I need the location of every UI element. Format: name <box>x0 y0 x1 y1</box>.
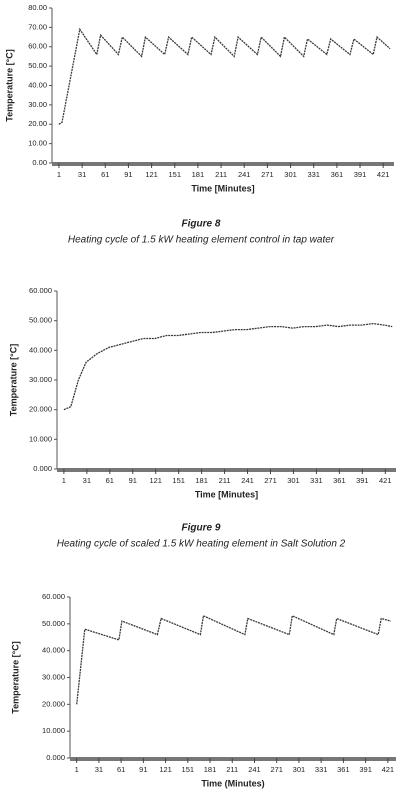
x-tick-label: 331 <box>310 476 323 485</box>
x-tick-label: 391 <box>359 765 372 774</box>
x-tick-label: 361 <box>333 476 346 485</box>
figure-label: Figure 8 <box>182 219 221 230</box>
y-tick-label: 10.000 <box>29 434 52 443</box>
x-tick-label: 331 <box>307 170 320 179</box>
x-axis-title: Time [Minutes] <box>195 489 258 499</box>
y-tick-label: 40.000 <box>29 345 52 354</box>
y-tick-label: 80.00 <box>28 3 47 12</box>
y-tick-label: 30.000 <box>29 375 52 384</box>
x-axis-title: Time [Minutes] <box>191 183 254 193</box>
x-tick-label: 61 <box>101 170 109 179</box>
x-tick-label: 301 <box>284 170 297 179</box>
y-tick-label: 30.00 <box>28 100 47 109</box>
figure-caption: Heating cycle of 1.5 kW heating element … <box>68 235 335 246</box>
x-tick-label: 421 <box>379 476 392 485</box>
y-tick-label: 70.00 <box>28 22 47 31</box>
x-axis <box>57 468 396 472</box>
x-tick-label: 31 <box>83 476 91 485</box>
data-line <box>58 27 391 125</box>
figure-label: Figure 9 <box>182 523 221 534</box>
y-tick-label: 60.00 <box>28 42 47 51</box>
x-tick-label: 181 <box>195 476 208 485</box>
x-tick-label: 151 <box>168 170 181 179</box>
x-tick-label: 121 <box>159 765 172 774</box>
y-axis-title: Temperature [°C] <box>10 641 20 713</box>
y-tick-label: 50.00 <box>28 61 47 70</box>
y-tick-label: 0.00 <box>32 158 47 167</box>
x-tick-label: 1 <box>62 476 66 485</box>
y-tick-label: 0.000 <box>46 753 65 762</box>
x-tick-label: 301 <box>287 476 300 485</box>
y-tick-label: 20.00 <box>28 119 47 128</box>
x-tick-label: 1 <box>57 170 61 179</box>
x-tick-label: 181 <box>204 765 217 774</box>
x-tick-label: 211 <box>219 476 231 485</box>
y-tick-label: 20.000 <box>29 405 52 414</box>
x-tick-label: 121 <box>149 476 162 485</box>
x-axis-title: Time (Minutes) <box>201 778 264 788</box>
y-tick-label: 60.000 <box>29 286 52 295</box>
x-tick-label: 421 <box>382 765 395 774</box>
y-tick-label: 60.000 <box>42 592 65 601</box>
y-tick-label: 10.00 <box>28 139 47 148</box>
x-tick-label: 61 <box>106 476 114 485</box>
x-tick-label: 241 <box>238 170 251 179</box>
x-tick-label: 1 <box>75 765 79 774</box>
x-tick-label: 271 <box>264 476 277 485</box>
x-tick-label: 31 <box>78 170 86 179</box>
x-axis <box>52 162 394 166</box>
x-tick-label: 121 <box>145 170 158 179</box>
y-tick-label: 10.000 <box>42 726 65 735</box>
x-tick-label: 391 <box>356 476 369 485</box>
x-tick-label: 421 <box>377 170 390 179</box>
x-tick-label: 271 <box>270 765 283 774</box>
x-tick-label: 241 <box>241 476 254 485</box>
x-tick-label: 331 <box>315 765 328 774</box>
x-axis <box>70 757 396 761</box>
x-tick-label: 91 <box>129 476 137 485</box>
x-tick-label: 91 <box>139 765 147 774</box>
x-tick-label: 91 <box>124 170 132 179</box>
x-tick-label: 181 <box>192 170 205 179</box>
x-tick-label: 361 <box>337 765 350 774</box>
x-tick-label: 31 <box>95 765 103 774</box>
x-tick-label: 271 <box>261 170 274 179</box>
x-tick-label: 361 <box>331 170 344 179</box>
x-tick-label: 61 <box>117 765 125 774</box>
y-axis-title: Temperature [°C] <box>4 49 14 121</box>
y-tick-label: 30.000 <box>42 672 65 681</box>
x-tick-label: 301 <box>293 765 306 774</box>
data-line <box>63 322 393 411</box>
x-tick-label: 211 <box>226 765 238 774</box>
y-tick-label: 40.00 <box>28 80 47 89</box>
y-tick-label: 50.000 <box>42 619 65 628</box>
y-tick-label: 40.000 <box>42 646 65 655</box>
x-tick-label: 151 <box>182 765 195 774</box>
x-tick-label: 211 <box>215 170 227 179</box>
x-tick-label: 391 <box>354 170 367 179</box>
y-tick-label: 0.000 <box>33 464 52 473</box>
x-tick-label: 151 <box>172 476 185 485</box>
x-tick-label: 241 <box>248 765 261 774</box>
y-axis-title: Temperature [°C] <box>8 344 18 416</box>
y-tick-label: 20.000 <box>42 699 65 708</box>
y-tick-label: 50.000 <box>29 316 52 325</box>
figure-caption: Heating cycle of scaled 1.5 kW heating e… <box>57 539 346 550</box>
data-line <box>76 614 391 705</box>
